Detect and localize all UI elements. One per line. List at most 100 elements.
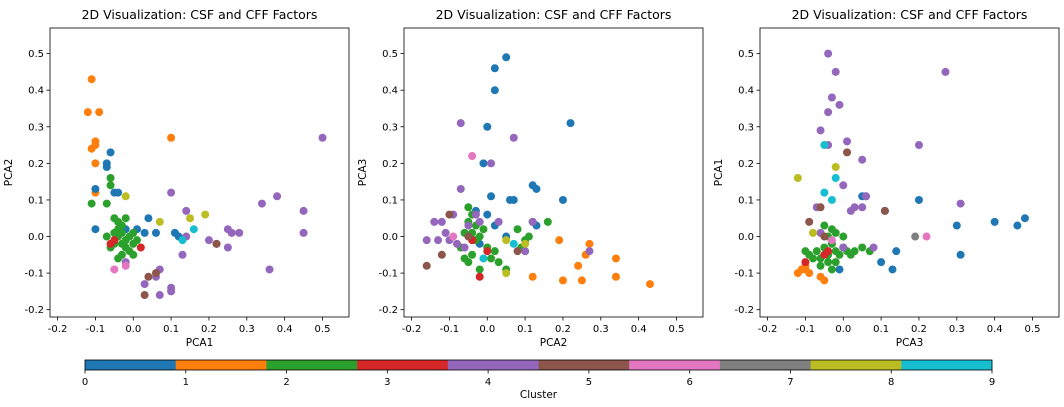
chart-title: 2D Visualization: CSF and CFF Factors <box>792 7 1028 22</box>
y-tick-label: 0.5 <box>738 49 754 60</box>
data-point-cluster-4 <box>475 217 484 226</box>
colorbar-tick-label: 7 <box>787 377 793 388</box>
colorbar-segment-7 <box>719 360 811 370</box>
y-tick-label: -0.1 <box>24 269 44 280</box>
data-point-cluster-2 <box>133 236 142 245</box>
data-point-cluster-5 <box>805 217 814 226</box>
data-point-cluster-0 <box>956 250 965 259</box>
data-point-cluster-2 <box>129 250 138 259</box>
data-point-cluster-0 <box>505 195 514 204</box>
data-point-cluster-5 <box>816 203 825 212</box>
colorbar-segment-4 <box>447 360 539 370</box>
data-point-cluster-4 <box>464 221 473 230</box>
scatter-panel-2: 2D Visualization: CSF and CFF Factors -0.… <box>357 7 704 349</box>
scatter-panel-3: 2D Visualization: CSF and CFF Factors -0.… <box>713 7 1060 349</box>
data-point-cluster-0 <box>140 228 149 237</box>
data-point-cluster-4 <box>816 126 825 135</box>
data-point-cluster-0 <box>532 184 541 193</box>
data-point-cluster-3 <box>801 258 810 267</box>
x-tick-label: 0.0 <box>125 324 141 335</box>
data-point-cluster-7 <box>911 232 920 241</box>
data-point-cluster-4 <box>509 133 518 142</box>
x-tick-label: 0.4 <box>277 324 293 335</box>
data-point-cluster-8 <box>121 192 130 201</box>
data-point-cluster-4 <box>858 203 867 212</box>
data-points <box>422 53 655 289</box>
data-point-cluster-2 <box>839 232 848 241</box>
data-point-cluster-4 <box>299 206 308 215</box>
data-point-cluster-0 <box>144 214 153 223</box>
data-point-cluster-4 <box>460 243 469 252</box>
colorbar-tick-label: 2 <box>283 377 289 388</box>
data-point-cluster-0 <box>490 86 499 95</box>
data-point-cluster-6 <box>468 152 477 161</box>
data-point-cluster-0 <box>1020 214 1029 223</box>
data-point-cluster-0 <box>835 265 844 274</box>
data-point-cluster-1 <box>558 276 567 285</box>
data-point-cluster-2 <box>850 247 859 256</box>
y-tick-label: 0.1 <box>382 195 398 206</box>
y-tick-label: 0.1 <box>738 195 754 206</box>
data-point-cluster-2 <box>820 221 829 230</box>
x-tick-label: 0.2 <box>911 324 927 335</box>
y-tick-label: -0.2 <box>734 305 754 316</box>
data-point-cluster-1 <box>95 108 104 117</box>
data-point-cluster-4 <box>456 119 465 128</box>
data-point-cluster-4 <box>318 133 327 142</box>
data-point-cluster-0 <box>892 247 901 256</box>
plot-frame <box>403 27 704 318</box>
data-point-cluster-1 <box>585 239 594 248</box>
data-point-cluster-2 <box>464 203 473 212</box>
data-point-cluster-2 <box>494 258 503 267</box>
data-point-cluster-0 <box>888 265 897 274</box>
y-axis-label: PCA2 <box>3 159 15 187</box>
data-point-cluster-4 <box>839 243 848 252</box>
data-point-cluster-9 <box>820 188 829 197</box>
data-point-cluster-2 <box>827 265 836 274</box>
x-tick-label: -0.1 <box>86 324 106 335</box>
y-tick-label: 0.3 <box>738 122 754 133</box>
data-point-cluster-2 <box>835 250 844 259</box>
data-point-cluster-1 <box>91 137 100 146</box>
data-point-cluster-4 <box>422 236 431 245</box>
colorbar-frame <box>84 359 993 371</box>
data-point-cluster-0 <box>566 119 575 128</box>
y-tick-label: -0.2 <box>24 305 44 316</box>
data-point-cluster-4 <box>223 243 232 252</box>
data-point-cluster-4 <box>434 236 443 245</box>
x-tick-label: 0.1 <box>873 324 889 335</box>
y-tick-label: 0.2 <box>28 159 44 170</box>
data-point-cluster-2 <box>831 228 840 237</box>
x-tick-label: 0.5 <box>315 324 331 335</box>
data-point-cluster-2 <box>460 254 469 263</box>
colorbar-tick-label: 5 <box>586 377 592 388</box>
y-tick-label: 0.0 <box>382 232 398 243</box>
data-point-cluster-3 <box>136 243 145 252</box>
data-point-cluster-0 <box>990 217 999 226</box>
x-tick-label: 0.5 <box>669 324 685 335</box>
x-tick-label: 0.1 <box>163 324 179 335</box>
x-tick-label: 0.2 <box>555 324 571 335</box>
y-tick-label: 0.2 <box>382 159 398 170</box>
x-tick-label: 0.0 <box>835 324 851 335</box>
x-tick-label: 0.2 <box>201 324 217 335</box>
data-point-cluster-5 <box>144 272 153 281</box>
data-point-cluster-9 <box>820 141 829 150</box>
data-point-cluster-4 <box>858 155 867 164</box>
data-point-cluster-5 <box>843 148 852 157</box>
data-points <box>83 75 327 300</box>
data-point-cluster-4 <box>521 247 530 256</box>
y-tick-label: 0.4 <box>28 86 44 97</box>
data-point-cluster-2 <box>816 261 825 270</box>
colorbar-segment-9 <box>901 360 993 370</box>
y-tick-label: -0.2 <box>378 305 398 316</box>
colorbar-segment-6 <box>629 360 721 370</box>
data-point-cluster-9 <box>178 236 187 245</box>
data-point-cluster-6 <box>449 232 458 241</box>
data-point-cluster-1 <box>91 159 100 168</box>
data-point-cluster-1 <box>87 75 96 84</box>
y-tick-label: 0.4 <box>738 86 754 97</box>
data-point-cluster-2 <box>102 232 111 241</box>
colorbar-segment-5 <box>538 360 630 370</box>
data-point-cluster-2 <box>487 254 496 263</box>
